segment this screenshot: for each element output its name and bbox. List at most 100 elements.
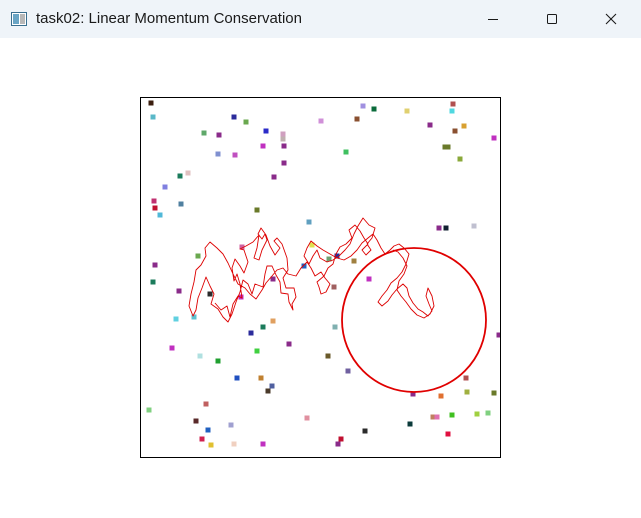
particle	[286, 341, 292, 347]
particle	[150, 114, 156, 120]
particle	[430, 414, 436, 420]
particle	[427, 122, 433, 128]
particle	[450, 101, 456, 107]
particle	[157, 212, 163, 218]
particle	[185, 170, 191, 176]
particle	[269, 383, 275, 389]
particle	[258, 375, 264, 381]
particle	[281, 160, 287, 166]
particle	[491, 390, 497, 396]
particle	[371, 106, 377, 112]
particle	[354, 116, 360, 122]
particle	[162, 184, 168, 190]
particle	[407, 421, 413, 427]
close-icon	[605, 13, 617, 25]
particle	[360, 103, 366, 109]
particle	[491, 135, 497, 141]
particle	[208, 442, 214, 448]
particle	[254, 207, 260, 213]
particle	[471, 223, 477, 229]
particle	[280, 131, 286, 137]
particle	[207, 291, 213, 297]
particle	[306, 219, 312, 225]
particle	[301, 263, 307, 269]
particle	[234, 375, 240, 381]
particle	[474, 411, 480, 417]
title-bar[interactable]: task02: Linear Momentum Conservation	[0, 0, 641, 38]
particle	[215, 358, 221, 364]
particle	[457, 156, 463, 162]
particle	[449, 108, 455, 114]
particle	[216, 132, 222, 138]
particle	[461, 123, 467, 129]
particle	[152, 262, 158, 268]
particle	[248, 330, 254, 336]
particle	[280, 136, 286, 142]
simulation-canvas	[140, 97, 501, 458]
particle	[309, 242, 315, 248]
particle	[201, 130, 207, 136]
particle	[463, 375, 469, 381]
maximize-button[interactable]	[529, 0, 575, 38]
particle	[410, 391, 416, 397]
particle	[442, 144, 448, 150]
particle	[260, 143, 266, 149]
particle	[445, 144, 451, 150]
particle	[464, 389, 470, 395]
particle	[151, 198, 157, 204]
particle	[239, 244, 245, 250]
particle	[326, 256, 332, 262]
particle	[332, 324, 338, 330]
particle	[193, 418, 199, 424]
particle	[452, 128, 458, 134]
minimize-button[interactable]	[470, 0, 516, 38]
particle	[169, 345, 175, 351]
particle	[318, 118, 324, 124]
particle	[265, 388, 271, 394]
particle	[438, 393, 444, 399]
particle	[445, 431, 451, 437]
particle	[331, 284, 337, 290]
particle	[173, 316, 179, 322]
particle	[449, 412, 455, 418]
particle	[443, 225, 449, 231]
particle	[146, 407, 152, 413]
particle	[343, 149, 349, 155]
particle	[270, 276, 276, 282]
particle	[215, 151, 221, 157]
particle	[345, 368, 351, 374]
particle	[335, 441, 341, 447]
particle	[404, 108, 410, 114]
particle	[263, 128, 269, 134]
particle	[152, 205, 158, 211]
particle	[436, 225, 442, 231]
minimize-icon	[488, 19, 498, 20]
particle	[195, 253, 201, 259]
trajectory-trail	[188, 217, 435, 323]
particle	[243, 119, 249, 125]
particle	[260, 441, 266, 447]
particle	[366, 276, 372, 282]
particle	[197, 353, 203, 359]
particle	[281, 143, 287, 149]
window-title: task02: Linear Momentum Conservation	[36, 10, 302, 27]
maximize-icon	[547, 14, 557, 24]
particle	[231, 114, 237, 120]
particle	[148, 100, 154, 106]
app-window-icon	[11, 12, 27, 26]
particle	[496, 332, 500, 338]
particle	[334, 253, 340, 259]
particle	[203, 401, 209, 407]
particle	[199, 436, 205, 442]
particle	[434, 414, 440, 420]
heavy-particle	[341, 247, 487, 393]
close-button[interactable]	[588, 0, 634, 38]
particle	[228, 422, 234, 428]
simulation-drawing	[146, 100, 500, 448]
particle	[271, 174, 277, 180]
particle	[362, 428, 368, 434]
particle	[205, 427, 211, 433]
particle	[351, 258, 357, 264]
particle	[270, 318, 276, 324]
particle	[325, 353, 331, 359]
